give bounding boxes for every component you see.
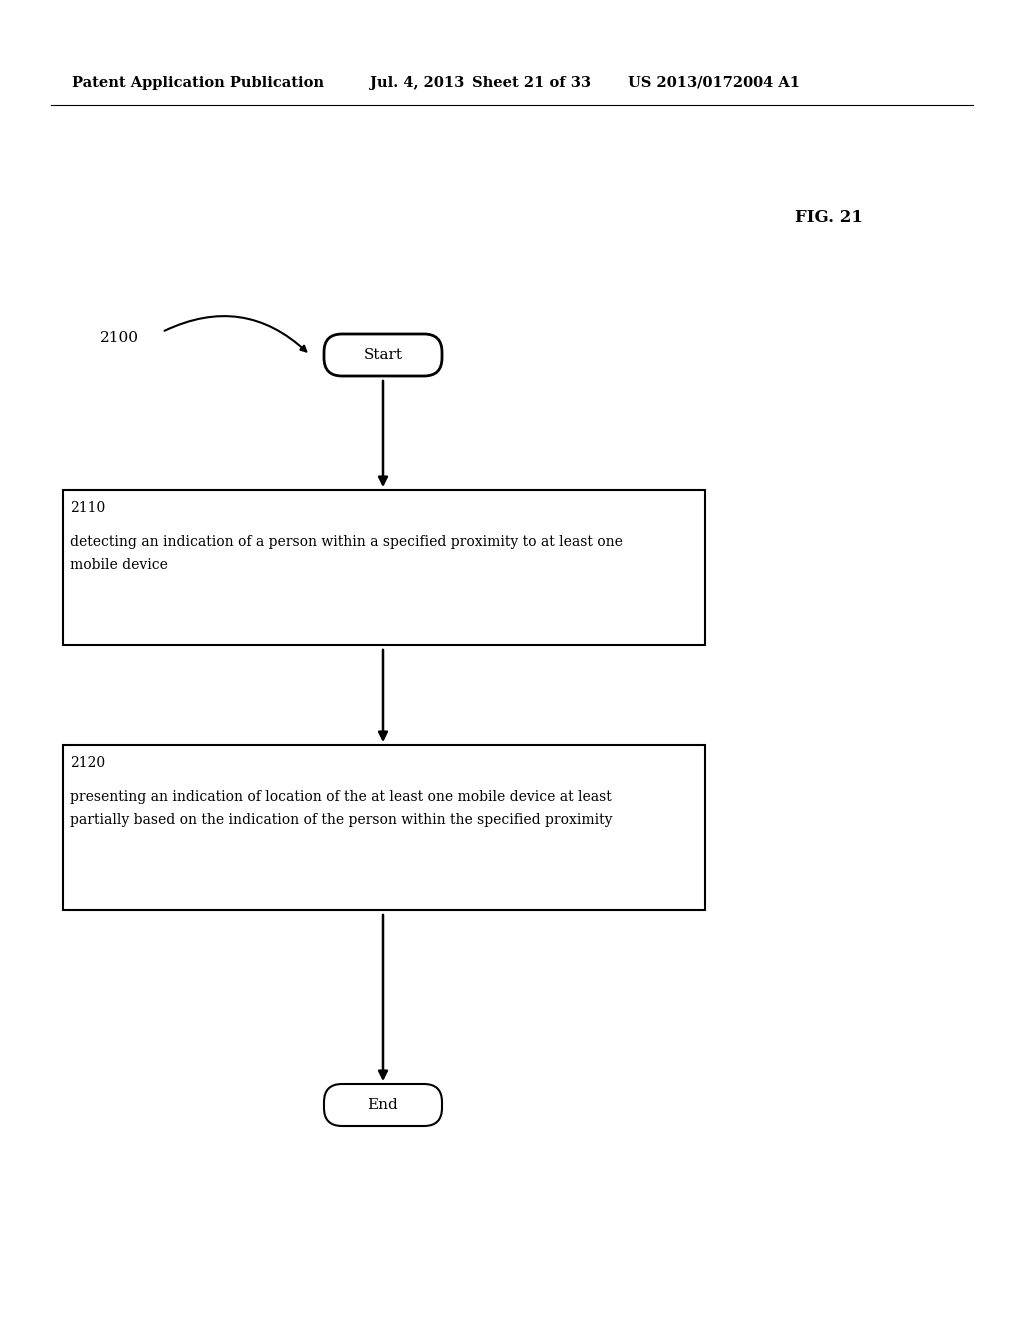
Text: FIG. 21: FIG. 21 [795, 210, 863, 227]
Text: US 2013/0172004 A1: US 2013/0172004 A1 [628, 77, 800, 90]
Text: 2110: 2110 [70, 502, 105, 515]
FancyArrowPatch shape [165, 315, 306, 351]
Text: partially based on the indication of the person within the specified proximity: partially based on the indication of the… [70, 813, 612, 828]
Text: 2120: 2120 [70, 756, 105, 770]
Bar [63, 744, 705, 909]
Text: 2100: 2100 [100, 331, 139, 345]
Bar [63, 490, 705, 645]
Text: Patent Application Publication: Patent Application Publication [72, 77, 324, 90]
FancyBboxPatch shape [324, 1084, 442, 1126]
Text: Start: Start [364, 348, 402, 362]
Text: Jul. 4, 2013: Jul. 4, 2013 [370, 77, 464, 90]
Text: presenting an indication of location of the at least one mobile device at least: presenting an indication of location of … [70, 789, 611, 804]
Text: mobile device: mobile device [70, 558, 168, 572]
FancyBboxPatch shape [324, 334, 442, 376]
Text: detecting an indication of a person within a specified proximity to at least one: detecting an indication of a person with… [70, 535, 623, 549]
Text: Sheet 21 of 33: Sheet 21 of 33 [472, 77, 591, 90]
Text: End: End [368, 1098, 398, 1111]
